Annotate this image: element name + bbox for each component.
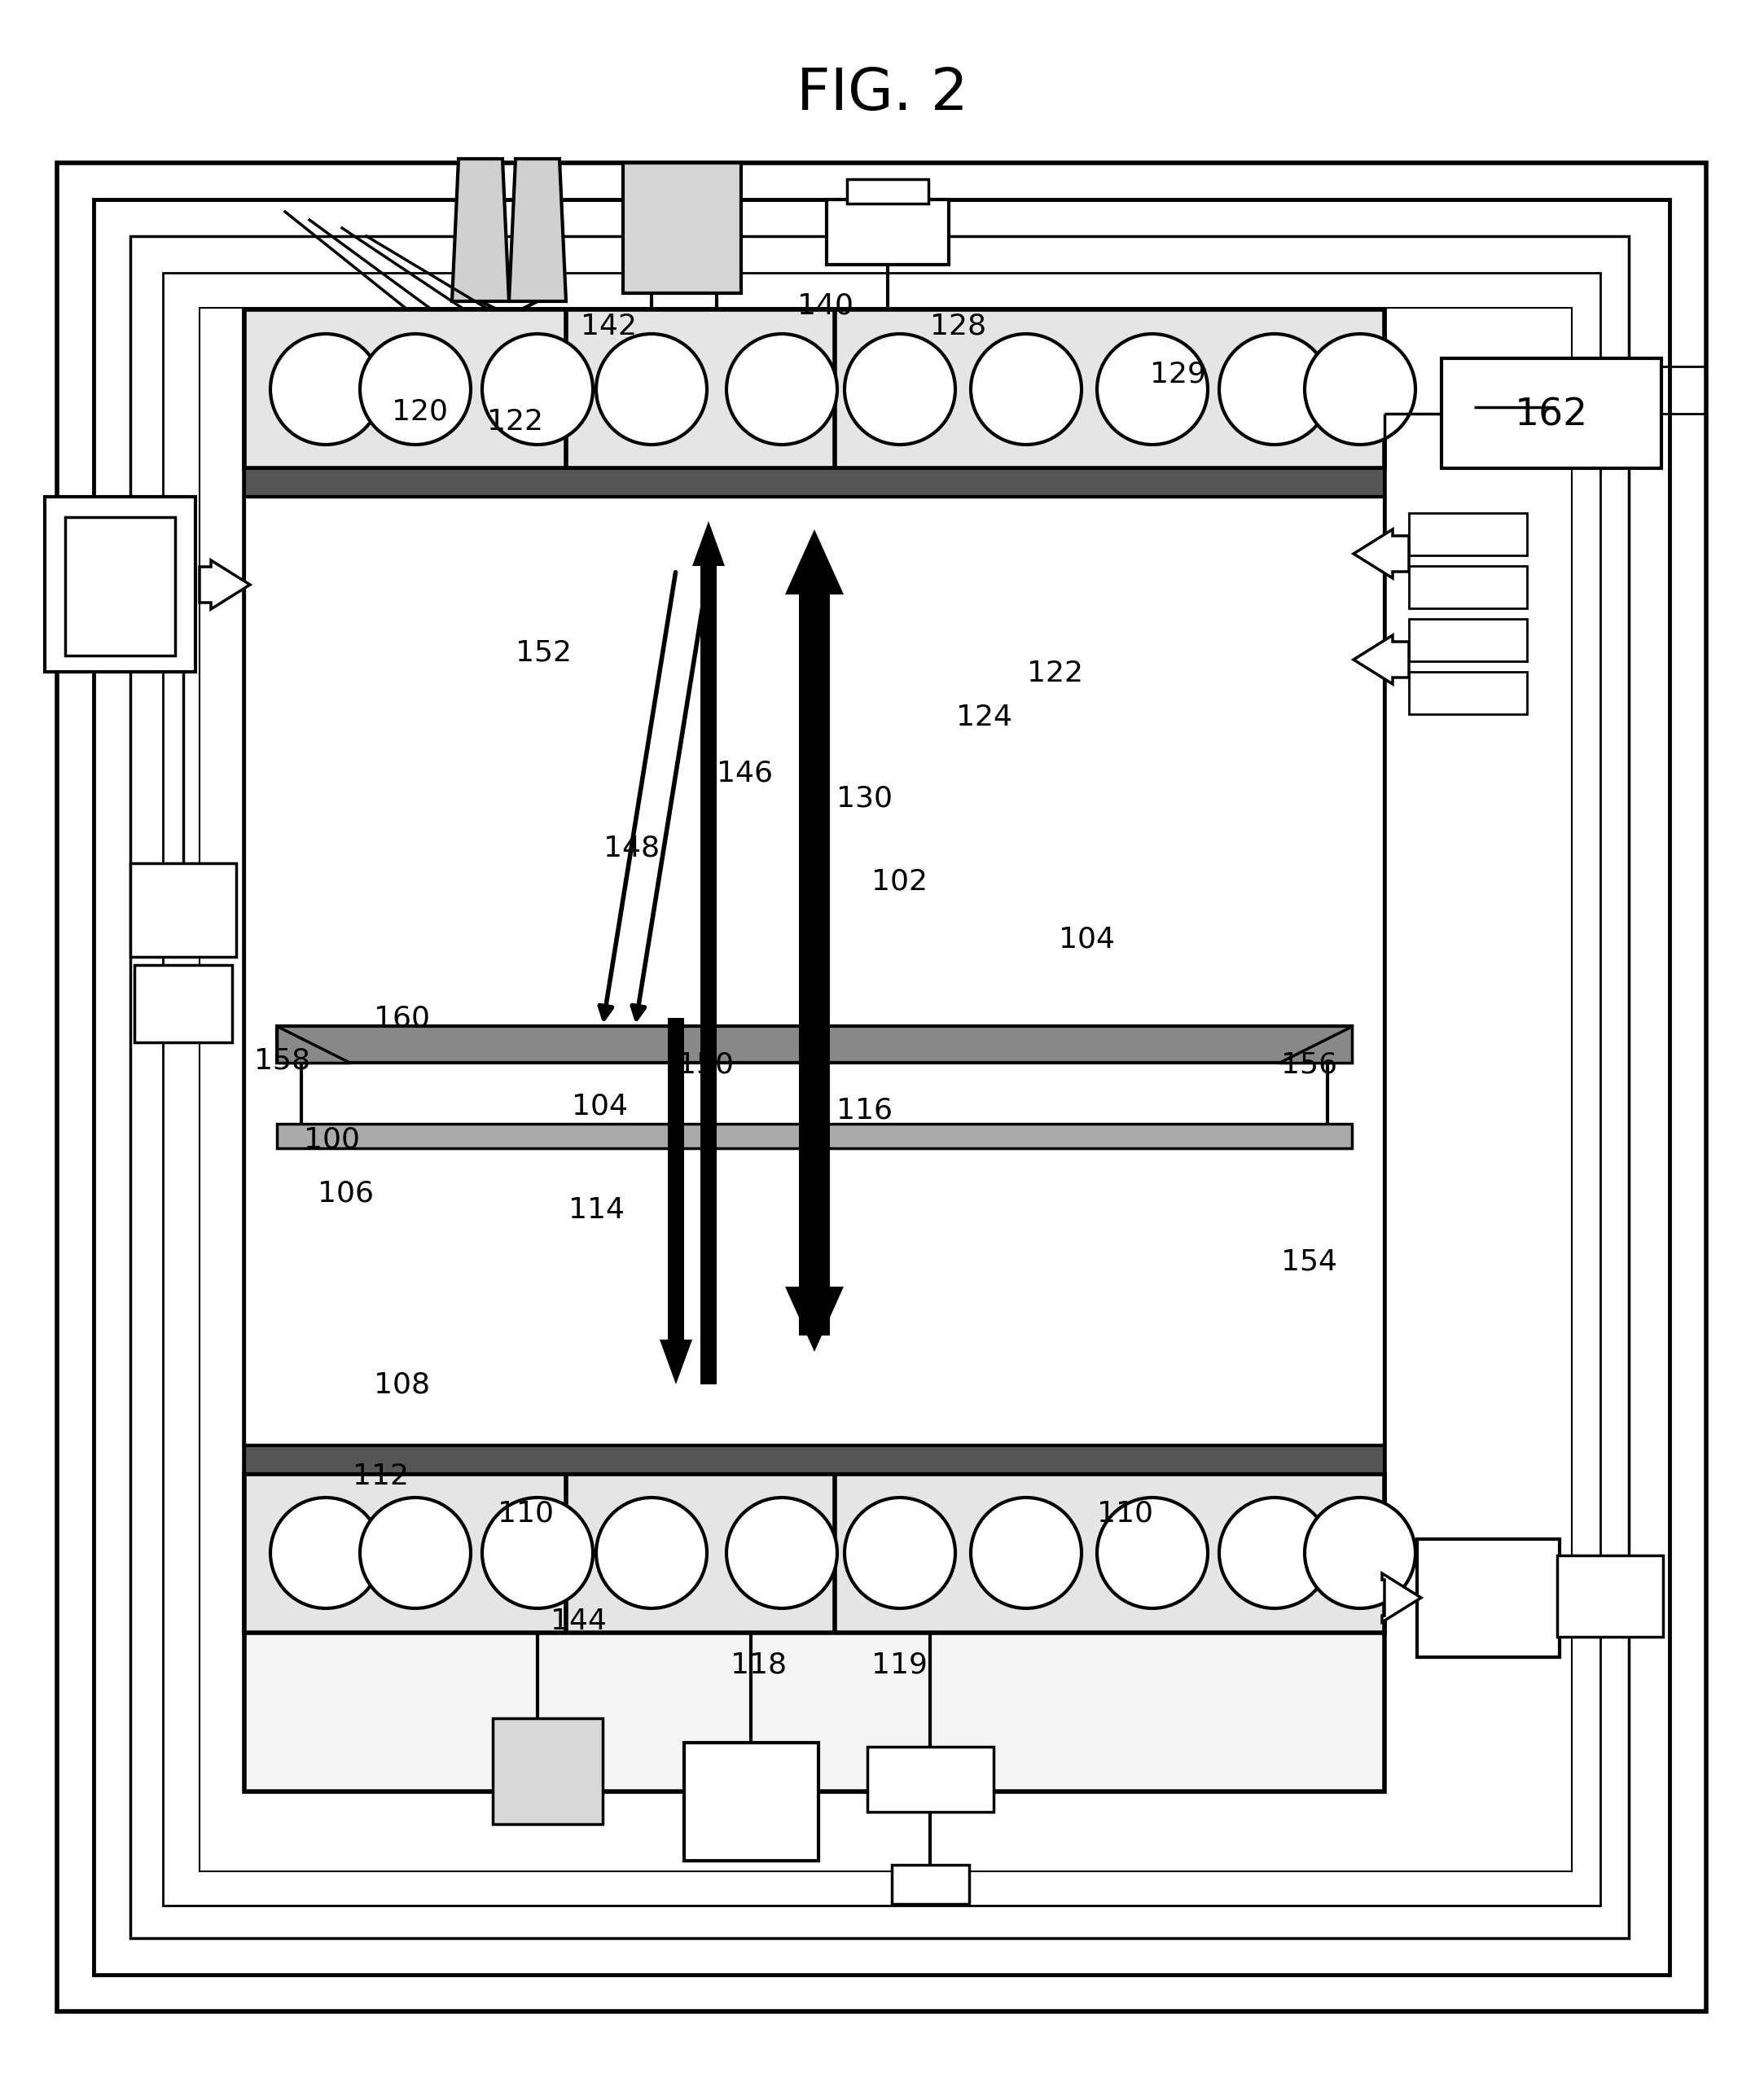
Bar — [56, 162, 1706, 2010]
Bar — [44, 497, 196, 672]
Circle shape — [727, 1497, 838, 1609]
Text: 104: 104 — [1058, 925, 1115, 954]
Text: 119: 119 — [871, 1651, 928, 1680]
Polygon shape — [452, 158, 510, 301]
Circle shape — [482, 1497, 593, 1609]
Bar — [893, 1865, 968, 1904]
Bar — [492, 1717, 603, 1823]
Text: 118: 118 — [730, 1651, 787, 1680]
FancyArrow shape — [691, 522, 725, 1385]
FancyArrow shape — [785, 530, 843, 1335]
Bar — [623, 162, 741, 293]
Circle shape — [845, 1497, 956, 1609]
Text: 120: 120 — [392, 397, 448, 426]
Bar — [134, 965, 233, 1042]
Text: 129: 129 — [1150, 360, 1207, 389]
Circle shape — [1305, 335, 1415, 445]
Circle shape — [1219, 1497, 1330, 1609]
Text: 122: 122 — [487, 407, 543, 437]
Circle shape — [1219, 335, 1330, 445]
Polygon shape — [1279, 1027, 1351, 1062]
Text: 156: 156 — [1281, 1050, 1337, 1079]
Text: 146: 146 — [716, 759, 773, 788]
Text: 158: 158 — [254, 1046, 310, 1075]
Circle shape — [596, 1497, 707, 1609]
Circle shape — [360, 335, 471, 445]
Text: 114: 114 — [568, 1195, 624, 1225]
Bar — [245, 310, 1385, 1792]
Bar — [131, 237, 1628, 1938]
FancyArrow shape — [1353, 636, 1409, 684]
Text: 152: 152 — [515, 638, 572, 667]
Bar — [1409, 672, 1528, 715]
Circle shape — [1305, 1497, 1415, 1609]
Circle shape — [482, 335, 593, 445]
Text: 124: 124 — [956, 703, 1013, 732]
Text: 148: 148 — [603, 834, 660, 863]
FancyArrow shape — [785, 1002, 843, 1351]
Bar — [245, 1474, 1385, 1632]
FancyArrow shape — [199, 559, 250, 609]
Text: 160: 160 — [374, 1004, 430, 1033]
Text: 104: 104 — [572, 1091, 628, 1121]
Bar — [162, 272, 1600, 1906]
Text: 108: 108 — [374, 1370, 430, 1399]
FancyArrow shape — [1353, 530, 1409, 578]
Text: 112: 112 — [353, 1462, 409, 1491]
Bar — [684, 1742, 818, 1861]
Text: 154: 154 — [1281, 1247, 1337, 1277]
Text: 130: 130 — [836, 784, 893, 813]
Text: 162: 162 — [1515, 397, 1588, 435]
Bar — [65, 518, 175, 655]
FancyArrow shape — [660, 1019, 691, 1385]
Bar — [277, 1125, 1351, 1148]
Bar — [277, 1027, 1351, 1062]
Bar — [1409, 514, 1528, 555]
Circle shape — [1097, 335, 1208, 445]
Circle shape — [1097, 1497, 1208, 1609]
Bar — [827, 200, 949, 264]
Bar — [245, 310, 1385, 468]
Text: 140: 140 — [797, 291, 854, 320]
Bar — [868, 1746, 993, 1813]
Bar — [245, 1445, 1385, 1474]
Bar — [245, 497, 1385, 1445]
Polygon shape — [277, 1027, 351, 1062]
FancyArrow shape — [1381, 1574, 1422, 1622]
Text: 150: 150 — [677, 1050, 734, 1079]
Bar — [199, 308, 1572, 1871]
Text: 110: 110 — [497, 1499, 554, 1528]
Bar — [93, 200, 1669, 1975]
Bar — [245, 468, 1385, 497]
Bar — [1409, 565, 1528, 609]
Bar — [847, 179, 928, 204]
Bar — [1416, 1538, 1559, 1657]
Text: 144: 144 — [550, 1607, 607, 1636]
Text: 116: 116 — [836, 1096, 893, 1125]
Text: 128: 128 — [930, 312, 986, 341]
Bar — [1441, 358, 1662, 468]
Text: 100: 100 — [303, 1125, 360, 1154]
Circle shape — [727, 335, 838, 445]
Circle shape — [970, 335, 1081, 445]
Circle shape — [970, 1497, 1081, 1609]
Text: 102: 102 — [871, 867, 928, 896]
Text: 110: 110 — [1097, 1499, 1154, 1528]
Circle shape — [270, 335, 381, 445]
Text: 122: 122 — [1027, 659, 1083, 688]
Text: FIG. 2: FIG. 2 — [796, 67, 968, 123]
Bar — [131, 863, 236, 956]
Bar — [1558, 1555, 1663, 1636]
Circle shape — [360, 1497, 471, 1609]
Polygon shape — [510, 158, 566, 301]
Text: 106: 106 — [318, 1179, 374, 1208]
Circle shape — [845, 335, 956, 445]
Bar — [1409, 620, 1528, 661]
Circle shape — [270, 1497, 381, 1609]
Text: 142: 142 — [580, 312, 637, 341]
Circle shape — [596, 335, 707, 445]
